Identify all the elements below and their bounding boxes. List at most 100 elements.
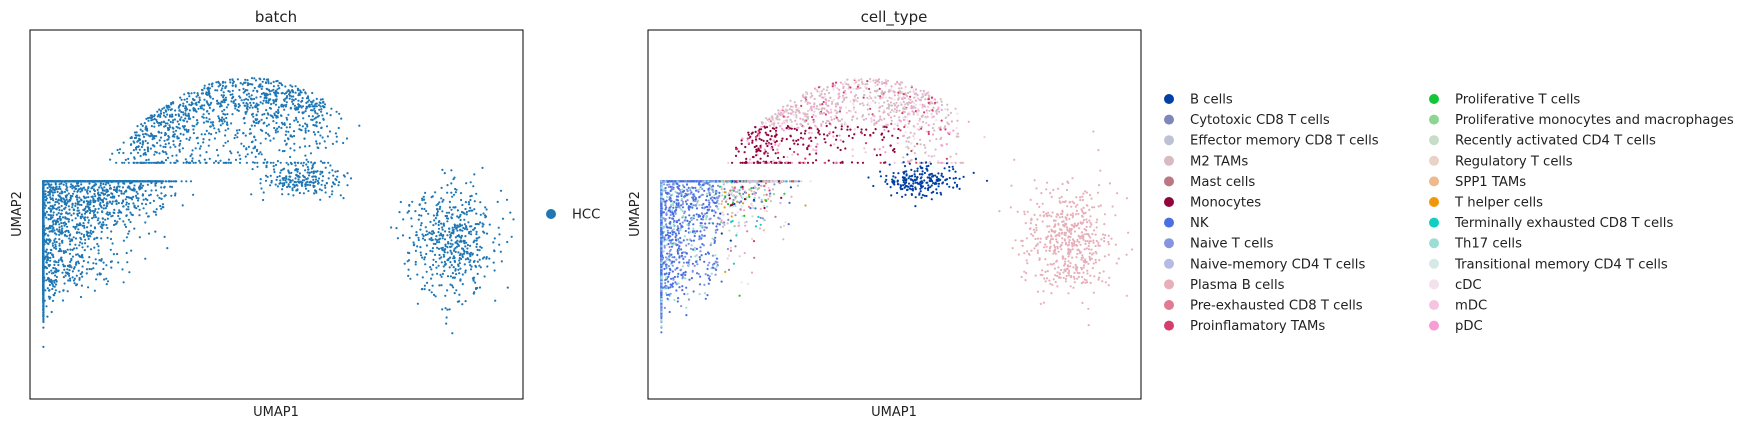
point-hcc xyxy=(456,229,459,232)
point-hcc xyxy=(70,214,73,217)
point-hcc xyxy=(264,179,268,182)
point-hcc xyxy=(119,180,123,183)
point-hcc xyxy=(402,218,405,221)
point-hcc xyxy=(42,257,45,260)
point-hcc xyxy=(439,273,442,276)
point-hcc xyxy=(509,211,512,214)
point-hcc xyxy=(288,126,291,129)
point-hcc xyxy=(63,224,66,227)
point-hcc xyxy=(270,179,273,183)
point-hcc xyxy=(46,186,49,190)
point-hcc xyxy=(461,303,464,306)
point-hcc xyxy=(498,243,501,246)
point-hcc xyxy=(77,184,80,188)
point-hcc xyxy=(86,232,89,235)
point-hcc xyxy=(310,181,313,184)
point-hcc xyxy=(49,188,52,191)
point-hcc xyxy=(163,125,166,128)
point-hcc xyxy=(59,257,62,260)
point-hcc xyxy=(449,236,452,239)
point-hcc xyxy=(71,270,74,273)
point-hcc xyxy=(287,183,290,186)
point-hcc xyxy=(92,267,95,270)
point-hcc xyxy=(298,191,301,195)
point-hcc xyxy=(445,217,448,220)
point-hcc xyxy=(191,97,195,101)
point-hcc xyxy=(63,282,66,285)
point-hcc xyxy=(167,142,170,145)
point-hcc xyxy=(300,184,304,187)
point-hcc xyxy=(226,123,229,126)
point-hcc xyxy=(424,201,427,205)
point-hcc xyxy=(346,172,349,175)
point-hcc xyxy=(453,292,456,295)
point-hcc xyxy=(231,93,234,96)
point-hcc xyxy=(153,180,156,183)
point-hcc xyxy=(426,281,429,284)
point-hcc xyxy=(301,112,304,115)
point-hcc xyxy=(68,264,71,267)
point-hcc xyxy=(59,219,62,222)
point-hcc xyxy=(139,182,142,185)
point-hcc xyxy=(250,94,253,97)
point-hcc xyxy=(473,259,476,263)
point-hcc xyxy=(253,86,256,90)
point-hcc xyxy=(178,127,181,130)
point-hcc xyxy=(294,85,297,88)
point-hcc xyxy=(441,272,444,275)
point-hcc xyxy=(466,243,469,247)
point-hcc xyxy=(201,104,204,107)
point-hcc xyxy=(168,128,171,131)
point-hcc xyxy=(430,236,433,240)
point-hcc xyxy=(61,200,64,203)
point-hcc xyxy=(96,192,100,195)
point-hcc xyxy=(222,144,225,147)
point-hcc xyxy=(162,120,166,124)
point-hcc xyxy=(146,198,149,202)
point-hcc xyxy=(255,149,259,153)
point-hcc xyxy=(169,120,172,124)
point-hcc xyxy=(133,227,136,230)
point-hcc xyxy=(217,154,220,157)
point-hcc xyxy=(475,245,478,248)
point-hcc xyxy=(403,262,406,265)
point-hcc xyxy=(75,247,78,250)
point-hcc xyxy=(88,190,92,193)
point-hcc xyxy=(440,222,443,225)
point-hcc xyxy=(168,106,171,109)
point-hcc xyxy=(424,233,427,237)
point-hcc xyxy=(225,106,228,109)
point-hcc xyxy=(323,140,326,143)
point-hcc xyxy=(45,272,48,275)
point-hcc xyxy=(510,235,513,238)
point-hcc xyxy=(461,203,464,207)
point-hcc xyxy=(407,274,410,277)
point-hcc xyxy=(172,180,175,183)
point-hcc xyxy=(52,285,55,288)
point-hcc xyxy=(112,188,115,191)
point-hcc xyxy=(185,128,188,131)
point-hcc xyxy=(124,190,127,193)
point-hcc xyxy=(155,151,158,154)
point-hcc xyxy=(455,273,458,276)
point-hcc xyxy=(474,265,478,268)
point-hcc xyxy=(121,268,124,271)
point-hcc xyxy=(113,208,116,211)
point-hcc xyxy=(304,145,307,148)
point-hcc xyxy=(285,130,288,133)
point-hcc xyxy=(158,152,161,155)
point-hcc xyxy=(95,236,98,239)
point-hcc xyxy=(103,186,106,189)
point-hcc xyxy=(290,95,293,98)
point-hcc xyxy=(408,236,411,239)
point-hcc xyxy=(452,257,455,260)
point-hcc xyxy=(272,116,275,119)
point-hcc xyxy=(276,79,279,83)
point-hcc xyxy=(416,302,419,305)
point-hcc xyxy=(461,273,464,276)
point-hcc xyxy=(42,204,45,207)
point-hcc xyxy=(272,137,275,140)
point-hcc xyxy=(284,105,287,108)
point-hcc xyxy=(302,117,305,120)
point-hcc xyxy=(196,92,199,95)
